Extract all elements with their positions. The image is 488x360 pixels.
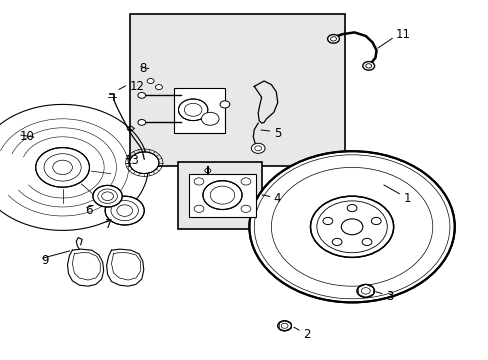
Text: 10: 10: [20, 130, 34, 143]
Circle shape: [241, 205, 250, 212]
Text: 2: 2: [303, 328, 310, 341]
Circle shape: [241, 178, 250, 185]
Circle shape: [323, 217, 332, 225]
Circle shape: [341, 219, 362, 235]
Circle shape: [147, 78, 154, 84]
Circle shape: [178, 99, 207, 121]
Text: 5: 5: [273, 127, 281, 140]
Polygon shape: [67, 249, 103, 286]
Bar: [178, 162, 261, 229]
Circle shape: [327, 35, 339, 43]
Text: 7: 7: [105, 219, 112, 231]
Text: 4: 4: [273, 192, 281, 204]
Circle shape: [138, 120, 145, 125]
Circle shape: [138, 93, 145, 98]
Text: 12: 12: [129, 80, 144, 93]
Circle shape: [362, 238, 371, 246]
Text: 3: 3: [386, 291, 393, 303]
Text: 8: 8: [139, 62, 146, 75]
Circle shape: [310, 196, 393, 257]
Text: 13: 13: [124, 154, 139, 167]
Circle shape: [204, 168, 210, 173]
Circle shape: [370, 217, 380, 225]
Text: 1: 1: [403, 192, 410, 204]
Circle shape: [277, 321, 291, 331]
Circle shape: [194, 205, 203, 212]
Circle shape: [194, 178, 203, 185]
Text: 11: 11: [395, 28, 410, 41]
Circle shape: [36, 148, 89, 187]
Circle shape: [220, 101, 229, 108]
Polygon shape: [106, 249, 143, 286]
Text: 9: 9: [41, 255, 49, 267]
Bar: [129, 14, 344, 166]
Bar: [189, 174, 255, 217]
Circle shape: [105, 196, 144, 225]
Circle shape: [356, 284, 374, 297]
Circle shape: [155, 85, 162, 90]
Text: 6: 6: [85, 204, 93, 217]
Bar: [173, 88, 224, 133]
Circle shape: [129, 152, 159, 174]
Circle shape: [203, 181, 242, 210]
Circle shape: [331, 238, 341, 246]
Circle shape: [93, 185, 122, 207]
Circle shape: [362, 62, 374, 70]
Circle shape: [201, 112, 219, 125]
Circle shape: [251, 143, 264, 153]
Circle shape: [346, 204, 356, 212]
Circle shape: [249, 151, 454, 302]
